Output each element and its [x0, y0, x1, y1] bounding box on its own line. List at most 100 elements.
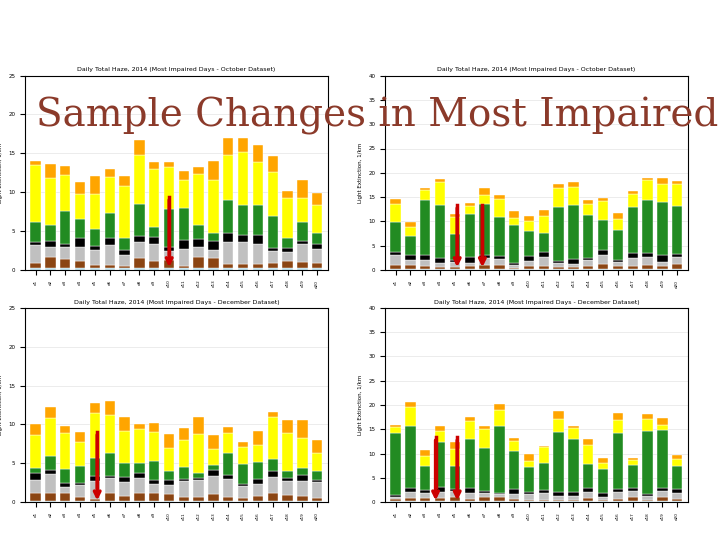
Bar: [598, 469, 608, 493]
Bar: [253, 484, 263, 496]
Bar: [583, 446, 593, 463]
Bar: [194, 247, 204, 257]
Bar: [120, 477, 130, 482]
Bar: [90, 413, 100, 458]
Bar: [598, 500, 608, 501]
Bar: [450, 267, 460, 269]
Bar: [657, 184, 667, 202]
Bar: [672, 501, 683, 502]
Text: Sample Changes in Most Impaired Days: Sample Changes in Most Impaired Days: [36, 97, 720, 135]
Bar: [223, 200, 233, 233]
Bar: [390, 199, 401, 204]
Bar: [539, 217, 549, 233]
Bar: [90, 194, 100, 229]
Bar: [238, 442, 248, 447]
Bar: [253, 431, 263, 445]
Bar: [90, 229, 100, 246]
Bar: [194, 268, 204, 270]
Bar: [312, 264, 323, 268]
Bar: [75, 431, 85, 442]
Bar: [312, 268, 323, 270]
Bar: [464, 204, 475, 206]
Bar: [628, 194, 638, 207]
Bar: [613, 230, 623, 260]
Bar: [480, 195, 490, 204]
Bar: [554, 261, 564, 262]
Bar: [554, 431, 564, 491]
Bar: [45, 474, 55, 493]
Bar: [613, 266, 623, 269]
Bar: [30, 424, 41, 435]
Bar: [405, 222, 415, 227]
Bar: [657, 425, 667, 430]
Bar: [253, 244, 263, 265]
Bar: [480, 491, 490, 494]
Y-axis label: Light Extinction, 1/km: Light Extinction, 1/km: [358, 375, 363, 435]
Bar: [149, 461, 159, 480]
Bar: [149, 484, 159, 493]
Y-axis label: Light Extinction, 1/km: Light Extinction, 1/km: [358, 143, 363, 203]
Bar: [60, 259, 71, 268]
Bar: [238, 464, 248, 484]
Bar: [268, 417, 278, 459]
Bar: [253, 496, 263, 501]
Bar: [45, 501, 55, 502]
Bar: [75, 501, 85, 502]
Bar: [642, 494, 653, 496]
Bar: [90, 403, 100, 413]
Bar: [75, 219, 85, 238]
Bar: [450, 491, 460, 497]
Bar: [45, 456, 55, 470]
Bar: [223, 501, 233, 502]
Bar: [628, 207, 638, 253]
Bar: [194, 174, 204, 225]
Bar: [583, 497, 593, 501]
Bar: [297, 481, 307, 496]
Bar: [613, 260, 623, 262]
Bar: [628, 490, 638, 497]
Bar: [509, 211, 519, 218]
Bar: [282, 268, 293, 270]
Bar: [672, 499, 683, 501]
Bar: [405, 407, 415, 426]
Bar: [75, 467, 85, 483]
Bar: [405, 402, 415, 407]
Bar: [464, 440, 475, 488]
Bar: [435, 269, 445, 270]
Bar: [149, 493, 159, 501]
Bar: [208, 268, 219, 270]
Bar: [613, 413, 623, 421]
Bar: [642, 496, 653, 500]
Bar: [583, 215, 593, 258]
Bar: [598, 201, 608, 220]
Bar: [539, 252, 549, 257]
Bar: [539, 463, 549, 490]
Bar: [405, 501, 415, 502]
Bar: [420, 466, 431, 490]
Bar: [238, 484, 248, 486]
Bar: [613, 499, 623, 501]
Bar: [75, 194, 85, 219]
Bar: [223, 453, 233, 475]
Bar: [464, 266, 475, 269]
Bar: [494, 269, 505, 270]
Bar: [297, 438, 307, 468]
Bar: [282, 478, 293, 481]
Bar: [494, 410, 505, 427]
Bar: [628, 253, 638, 259]
Bar: [312, 244, 323, 249]
Bar: [312, 501, 323, 502]
Title: Daily Total Haze, 2014 (Most Impaired Days - December Dataset): Daily Total Haze, 2014 (Most Impaired Da…: [73, 300, 279, 305]
Bar: [598, 220, 608, 249]
Bar: [120, 268, 130, 270]
Bar: [208, 180, 219, 233]
Bar: [45, 257, 55, 268]
Bar: [120, 250, 130, 255]
Bar: [194, 257, 204, 268]
Bar: [524, 256, 534, 261]
Bar: [450, 260, 460, 262]
Bar: [223, 138, 233, 155]
Bar: [45, 247, 55, 257]
Bar: [30, 222, 41, 242]
Bar: [134, 501, 145, 502]
